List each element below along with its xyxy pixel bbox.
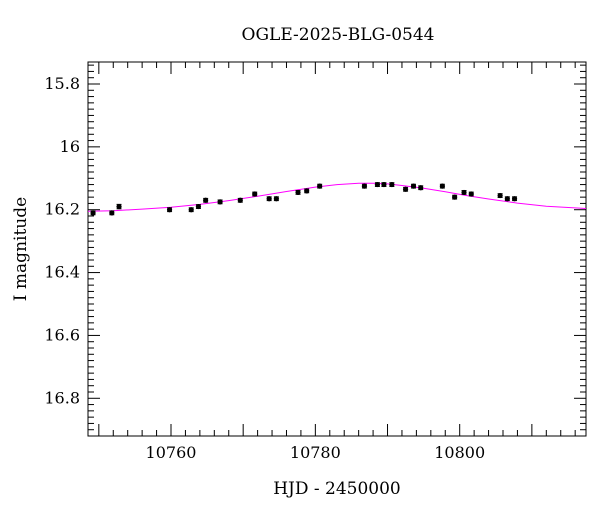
x-tick-label: 10760 — [146, 443, 197, 462]
chart-title: OGLE-2025-BLG-0544 — [242, 25, 435, 45]
x-tick-label: 10800 — [434, 443, 485, 462]
data-point — [273, 196, 279, 202]
data-point — [402, 186, 409, 192]
y-tick-label: 16 — [60, 137, 80, 156]
data-point — [418, 185, 424, 191]
y-tick-label: 16.2 — [44, 200, 80, 219]
y-tick-label: 16.8 — [44, 388, 80, 407]
data-point — [389, 181, 395, 188]
data-point — [452, 194, 458, 200]
data-point — [439, 183, 445, 189]
y-tick-label: 16.6 — [44, 325, 80, 344]
data-point — [504, 196, 510, 202]
data-point — [361, 183, 368, 189]
data-point — [304, 188, 310, 194]
data-point — [195, 203, 202, 210]
data-point — [188, 207, 194, 213]
data-point — [166, 207, 173, 213]
data-point — [109, 210, 115, 216]
data-point — [410, 183, 417, 189]
x-axis-ticks: 10760 10780 10800 — [98, 62, 576, 462]
data-points — [90, 181, 518, 216]
data-point — [468, 191, 474, 197]
data-point — [497, 192, 503, 199]
y-tick-label: 15.8 — [44, 74, 80, 93]
data-point — [203, 197, 209, 203]
x-axis-label: HJD - 2450000 — [273, 479, 401, 499]
data-point — [252, 191, 258, 197]
y-axis-ticks: 15.8 16 16.2 16.4 16.6 16.8 — [44, 64, 586, 437]
data-point — [266, 196, 272, 202]
data-point — [511, 196, 518, 202]
data-point — [237, 197, 243, 203]
plot-frame — [87, 61, 587, 437]
data-point — [374, 181, 381, 188]
model-curve — [87, 182, 587, 212]
data-point — [295, 189, 301, 196]
data-point — [217, 199, 223, 205]
data-point — [381, 181, 387, 188]
data-point — [461, 189, 467, 196]
data-point — [116, 203, 122, 210]
y-tick-label: 16.4 — [44, 263, 80, 282]
x-tick-label: 10780 — [290, 443, 341, 462]
data-point — [317, 183, 323, 189]
data-point — [90, 210, 96, 216]
y-axis-label: I magnitude — [11, 197, 31, 301]
